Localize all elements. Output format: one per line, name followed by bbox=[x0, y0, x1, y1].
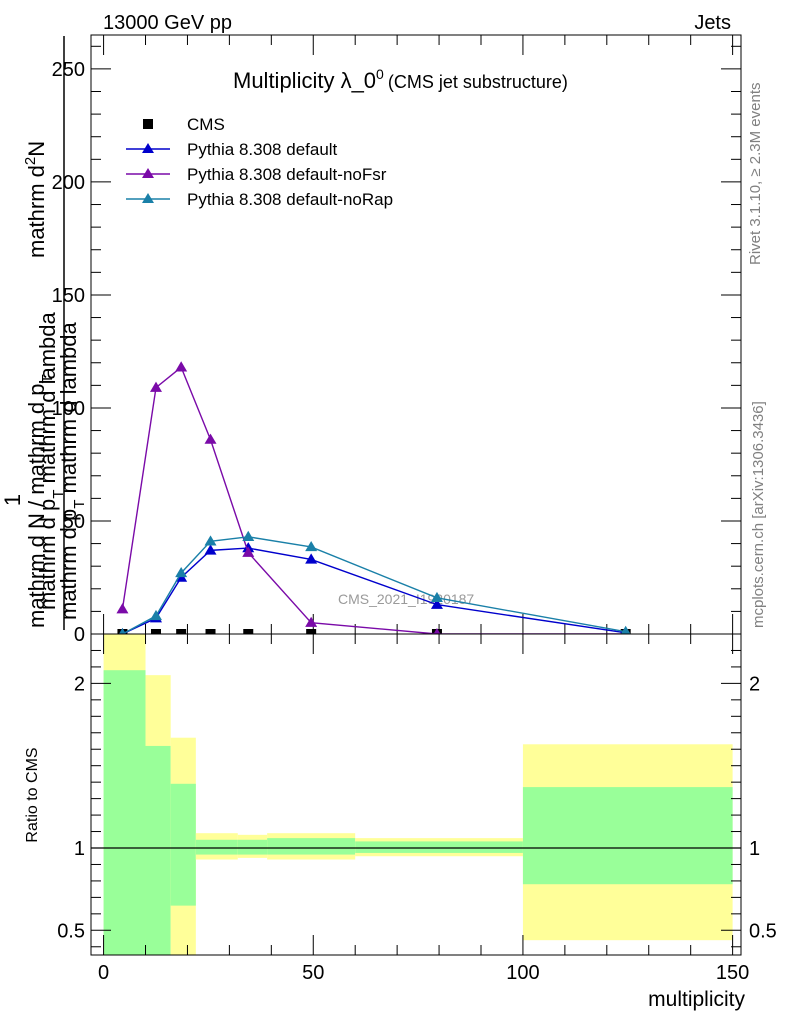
green-band-1 bbox=[145, 745, 171, 955]
legend-label-1: Pythia 8.308 default bbox=[187, 140, 338, 159]
green-band-4 bbox=[237, 839, 268, 855]
data-point-3 bbox=[430, 591, 443, 603]
ylabel-numerator: mathrm d2N bbox=[22, 141, 49, 258]
data-point-0 bbox=[151, 629, 161, 634]
y-tick-label: 100 bbox=[52, 398, 85, 420]
legend-marker-1 bbox=[142, 143, 154, 153]
data-point-3 bbox=[305, 540, 318, 552]
y-tick-label: 200 bbox=[52, 172, 85, 194]
data-point-2 bbox=[116, 603, 129, 614]
xlabel: multiplicity bbox=[648, 988, 745, 1011]
legend-label-0: CMS bbox=[187, 115, 225, 134]
y-tick-label: 50 bbox=[63, 511, 85, 533]
x-tick-label: 0 bbox=[98, 962, 109, 984]
data-point-3 bbox=[620, 625, 631, 634]
green-band-6 bbox=[355, 841, 523, 853]
chart-subtitle: (CMS jet substructure) bbox=[388, 72, 568, 92]
ratio-y-tick-label: 1 bbox=[74, 838, 85, 860]
ylabel-num-post: N bbox=[24, 141, 49, 157]
series-line-3 bbox=[122, 536, 626, 634]
ylabel-inner-den-sub: T bbox=[71, 500, 88, 509]
data-point-0 bbox=[243, 629, 254, 634]
legend-marker-0 bbox=[143, 119, 153, 129]
ylabel-inner-den-post: mathrm d lambda bbox=[56, 322, 81, 500]
data-point-2 bbox=[242, 546, 255, 557]
ylabel-prefix: 1 bbox=[0, 494, 25, 506]
data-point-0 bbox=[176, 629, 187, 634]
legend-marker-2 bbox=[142, 168, 154, 178]
data-point-0 bbox=[306, 629, 317, 634]
ratio-frame bbox=[90, 633, 742, 956]
ratio-y-tick-label-right: 1 bbox=[749, 838, 760, 860]
legend-marker-3 bbox=[142, 193, 154, 203]
chart-title: Multiplicity λ_00 (CMS jet substructure) bbox=[233, 66, 568, 93]
data-point-2 bbox=[204, 433, 217, 444]
data-point-3 bbox=[118, 628, 126, 634]
y-tick-label: 150 bbox=[52, 285, 85, 307]
ylabel-upper-denominator: mathrm d pT mathrm d lambda bbox=[35, 312, 67, 610]
data-point-2 bbox=[150, 381, 162, 392]
ylabel-num-sup: 2 bbox=[22, 157, 39, 165]
side-label-mcplots: mcplots.cern.ch [arXiv:1306.3436] bbox=[750, 401, 767, 628]
series-group bbox=[116, 361, 631, 634]
ylabel-main-text: mathrm d N / mathrm d p bbox=[24, 383, 49, 628]
ratio-y-tick-label: 0.5 bbox=[57, 920, 85, 942]
green-band-3 bbox=[195, 839, 238, 855]
data-point-3 bbox=[175, 566, 188, 578]
bands-group bbox=[103, 634, 733, 955]
side-label-rivet: Rivet 3.1.10, ≥ 2.3M events bbox=[747, 83, 764, 266]
data-point-3 bbox=[150, 609, 162, 621]
ylabel-inner-denominator: mathrm d pT mathrm d lambda bbox=[56, 322, 88, 620]
ylabel-up-den-post: mathrm d lambda bbox=[35, 312, 60, 490]
y-tick-label: 250 bbox=[52, 59, 85, 81]
ylabel-num-pre: mathrm d bbox=[24, 165, 49, 258]
y-tick-label: 0 bbox=[74, 624, 85, 646]
data-point-2 bbox=[305, 616, 318, 627]
ylabel-up-den-main: mathrm d p bbox=[35, 499, 60, 610]
series-line-1 bbox=[122, 547, 626, 634]
green-band-0 bbox=[103, 670, 146, 955]
header-right-label: Jets bbox=[694, 12, 731, 34]
legend-label-3: Pythia 8.308 default-noRap bbox=[187, 190, 393, 209]
data-point-1 bbox=[204, 544, 217, 555]
x-tick-label: 100 bbox=[506, 962, 539, 984]
ylabel-main-sub: T bbox=[39, 374, 56, 383]
legend-label-2: Pythia 8.308 default-noFsr bbox=[187, 165, 387, 184]
ratio-panel: 0.5 0.5 1 1 2 2 0 50 100 150 Ratio to CMS multiplic… bbox=[24, 633, 777, 1011]
data-point-3 bbox=[204, 535, 217, 546]
data-point-3 bbox=[242, 530, 255, 542]
ylabel-up-den-sub: T bbox=[50, 490, 67, 499]
header-left-label: 13000 GeV pp bbox=[103, 12, 232, 34]
watermark: CMS_2021_I1920187 bbox=[338, 591, 474, 607]
data-point-0 bbox=[205, 629, 216, 634]
x-tick-label: 50 bbox=[302, 962, 324, 984]
chart-title-sup: 0 bbox=[376, 66, 384, 82]
chart-title-text: Multiplicity λ_0 bbox=[233, 68, 376, 93]
data-point-1 bbox=[430, 598, 443, 609]
green-band-5 bbox=[267, 838, 356, 855]
data-point-2 bbox=[175, 361, 188, 372]
ratio-ylabel: Ratio to CMS bbox=[24, 747, 41, 842]
series-line-2 bbox=[121, 366, 626, 634]
ratio-y-tick-label-right: 2 bbox=[749, 673, 760, 695]
ratio-y-tick-label-right: 0.5 bbox=[749, 920, 777, 942]
ylabel-denominator-main: mathrm d N / mathrm d pT bbox=[24, 374, 56, 628]
data-point-2 bbox=[433, 628, 441, 634]
ratio-y-tick-label: 2 bbox=[74, 673, 85, 695]
ylabel-inner-den-main: mathrm d p bbox=[56, 509, 81, 620]
x-tick-label: 150 bbox=[716, 962, 749, 984]
data-point-1 bbox=[305, 553, 318, 564]
green-band-2 bbox=[170, 783, 196, 906]
green-band-7 bbox=[522, 787, 733, 885]
